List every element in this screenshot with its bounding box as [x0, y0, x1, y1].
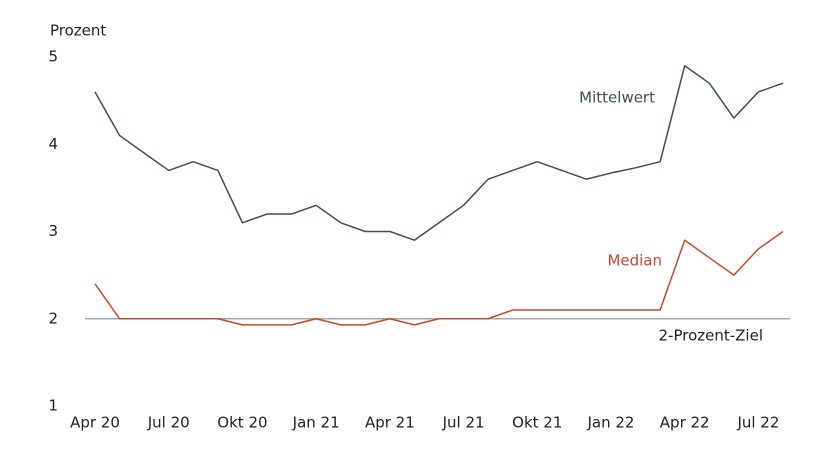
x-tick-label: Okt 21 [512, 414, 562, 432]
y-tick-label: 4 [48, 135, 58, 153]
y-tick-label: 5 [48, 48, 58, 66]
y-tick-label: 3 [48, 222, 58, 240]
reference-label: 2-Prozent-Ziel [659, 326, 764, 344]
x-tick-label: Apr 21 [365, 414, 415, 432]
y-axis-label: Prozent [50, 22, 106, 40]
series-label: Median [607, 252, 662, 270]
x-tick-label: Jul 22 [736, 414, 779, 432]
x-tick-label: Apr 20 [70, 414, 120, 432]
x-tick-label: Apr 22 [660, 414, 710, 432]
y-tick-label: 2 [48, 309, 58, 327]
series-label: Mittelwert [579, 89, 655, 107]
series-line [94, 230, 784, 326]
y-tick-label: 1 [48, 397, 58, 415]
x-tick-label: Jan 22 [587, 414, 635, 432]
x-tick-label: Jan 21 [292, 414, 340, 432]
x-tick-label: Jul 20 [147, 414, 190, 432]
x-tick-label: Jul 21 [442, 414, 485, 432]
x-tick-label: Okt 20 [217, 414, 267, 432]
series-line [94, 64, 784, 241]
